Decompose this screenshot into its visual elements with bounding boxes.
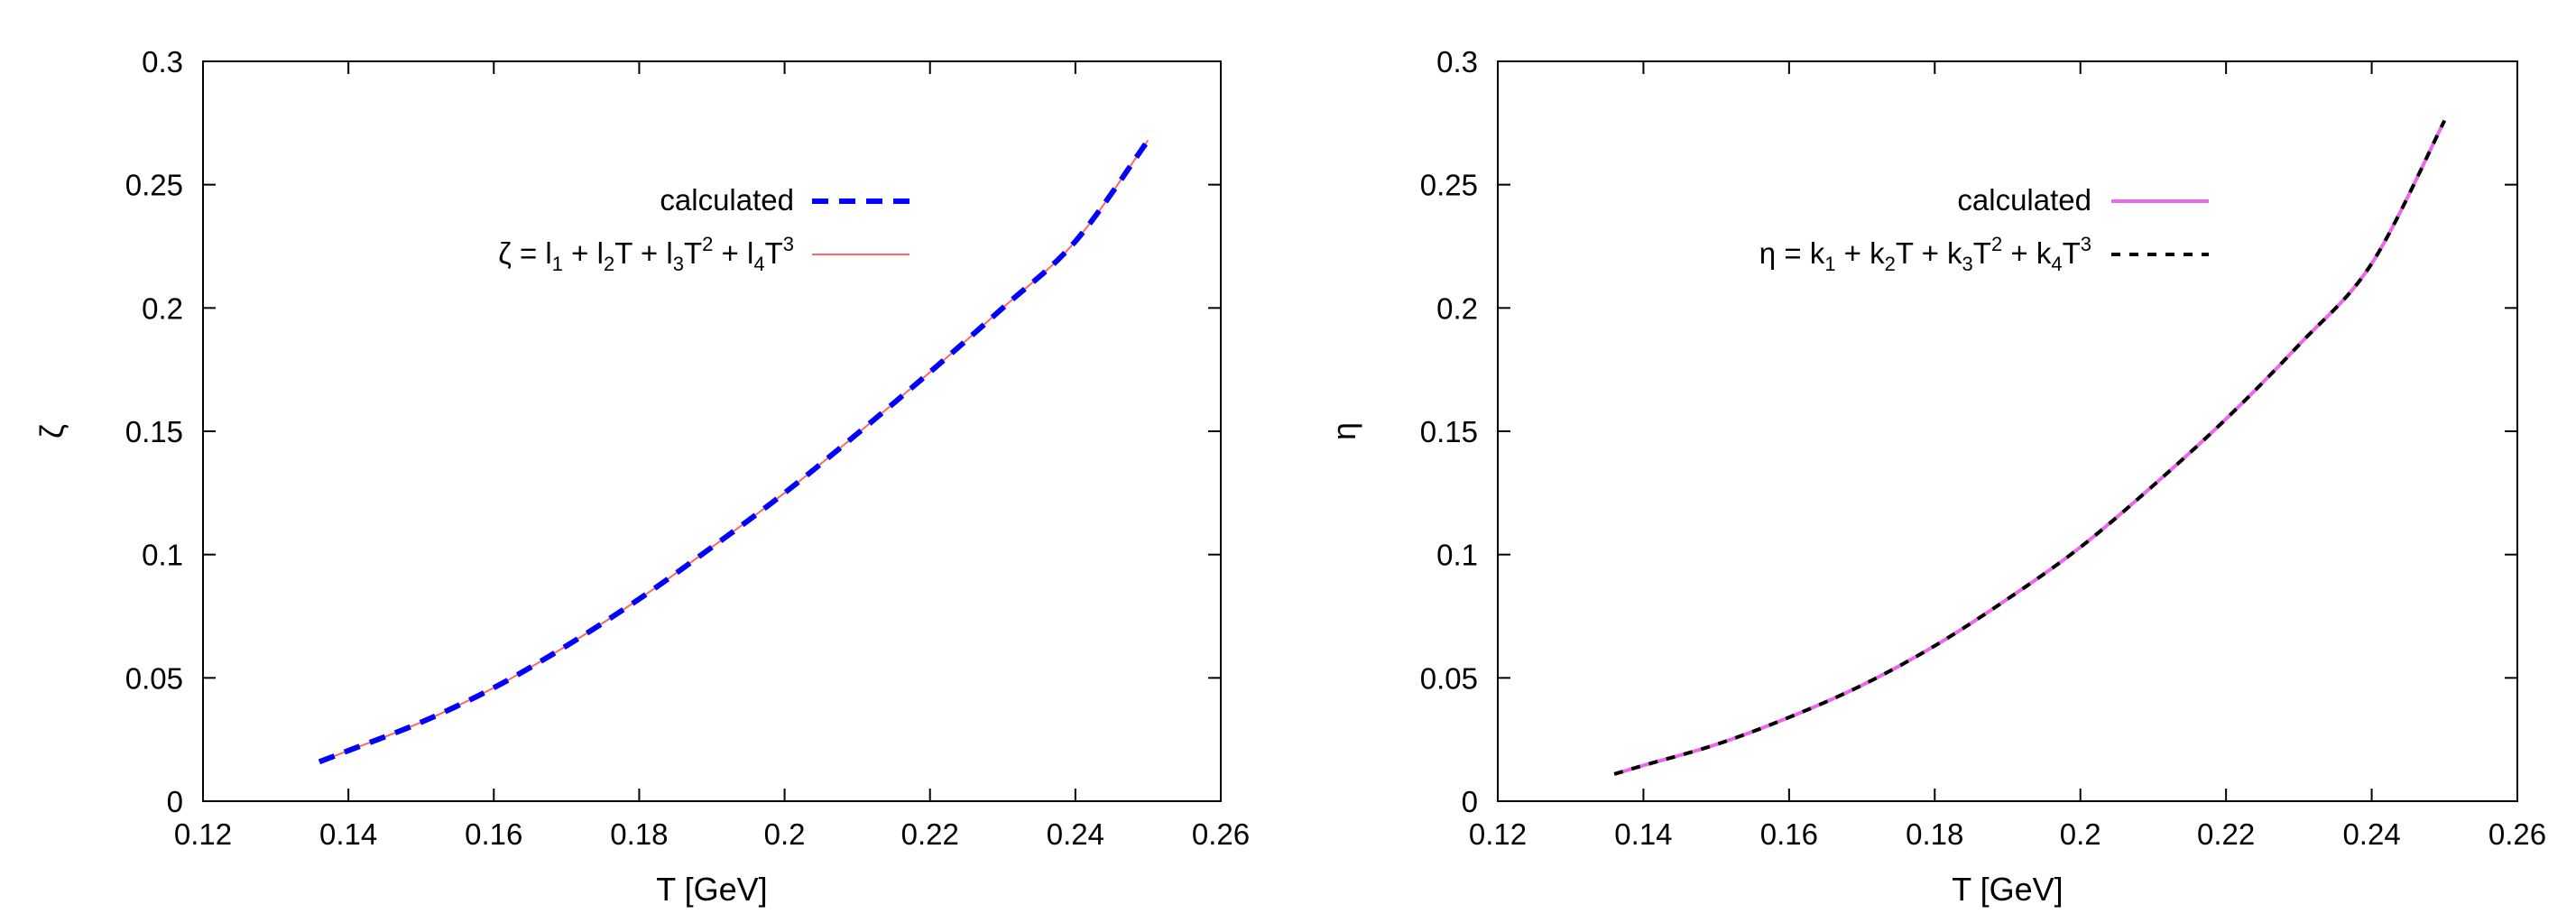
x-tick-label: 0.16: [465, 817, 522, 851]
legend-label-2: η = k1 + k2T + k3T2 + k4T3: [1759, 233, 2091, 275]
legend-label-part: 4: [2051, 253, 2062, 275]
x-tick-label: 0.12: [1469, 817, 1527, 851]
legend-label-part: 2: [1885, 253, 1896, 275]
y-tick-label: 0: [167, 785, 183, 818]
legend-label-1: calculated: [1957, 183, 2091, 217]
x-tick-label: 0.12: [174, 817, 232, 851]
x-axis-label: T [GeV]: [656, 871, 767, 908]
legend-label-part: + k: [2002, 236, 2052, 270]
y-tick-label: 0.2: [142, 291, 183, 325]
legend-label-part: T: [684, 236, 702, 270]
y-tick-label: 0.05: [1420, 661, 1478, 695]
x-tick-label: 0.14: [1614, 817, 1672, 851]
series-line-1: [318, 138, 1150, 765]
legend-label-part: 4: [753, 253, 764, 275]
x-tick-label: 0.2: [764, 817, 806, 851]
x-tick-label: 0.24: [1047, 817, 1104, 851]
x-tick-label: 0.26: [2488, 817, 2546, 851]
legend-label-1: calculated: [660, 183, 794, 217]
series-line-2: [319, 139, 1150, 763]
legend-label-part: ζ = l: [498, 236, 552, 270]
chart-panel-2: 0.12 0.14 0.16 0.18 0.2 0.22 0.24 0.2600.050.10…: [1325, 45, 2546, 908]
legend-label-part: 1: [1824, 253, 1835, 275]
x-tick-label: 0.16: [1760, 817, 1818, 851]
legend-label-part: 3: [2081, 233, 2091, 255]
series-line-2: [1613, 119, 2447, 776]
legend-label-part: 3: [1962, 253, 1973, 275]
legend-label-part: 2: [702, 233, 713, 255]
x-tick-label: 0.22: [2197, 817, 2255, 851]
legend-label-part: η = k: [1759, 236, 1825, 270]
y-axis-label: η: [1325, 422, 1362, 440]
legend-label-part: T: [2063, 236, 2081, 270]
legend-label-part: T: [765, 236, 783, 270]
y-axis-label: ζ: [33, 424, 70, 438]
y-tick-label: 0: [1462, 785, 1478, 818]
legend-label-part: 3: [783, 233, 794, 255]
chart-panel-1: 0.12 0.14 0.16 0.18 0.2 0.22 0.24 0.2600.050.10…: [33, 45, 1250, 908]
y-tick-label: 0.15: [1420, 415, 1478, 448]
y-tick-label: 0.3: [142, 45, 183, 78]
legend-label-part: T + l: [614, 236, 673, 270]
plot-frame: [1497, 60, 2518, 802]
legend-label-part: 2: [604, 253, 614, 275]
x-tick-label: 0.22: [901, 817, 959, 851]
y-tick-label: 0.25: [1420, 169, 1478, 202]
x-tick-label: 0.2: [2060, 817, 2101, 851]
x-tick-label: 0.14: [319, 817, 377, 851]
x-tick-label: 0.26: [1192, 817, 1250, 851]
series-line-1: [1613, 119, 2447, 776]
legend-label-part: 2: [1991, 233, 2002, 255]
legend-label-part: 3: [673, 253, 684, 275]
legend-label-part: + l: [563, 236, 604, 270]
legend-label-part: T + k: [1896, 236, 1962, 270]
x-tick-label: 0.24: [2342, 817, 2400, 851]
x-tick-label: 0.18: [610, 817, 668, 851]
x-tick-label: 0.18: [1906, 817, 1963, 851]
legend-label-2: ζ = l1 + l2T + l3T2 + l4T3: [498, 233, 794, 275]
legend-label-part: T: [1973, 236, 1991, 270]
y-tick-label: 0.3: [1436, 45, 1478, 78]
legend-label-part: 1: [552, 253, 563, 275]
y-tick-label: 0.1: [1436, 539, 1478, 572]
y-tick-label: 0.1: [142, 539, 183, 572]
y-tick-label: 0.15: [125, 415, 183, 448]
legend-label-part: + k: [1836, 236, 1886, 270]
y-tick-label: 0.2: [1436, 291, 1478, 325]
plot-frame: [202, 60, 1222, 802]
y-tick-label: 0.25: [125, 169, 183, 202]
y-tick-label: 0.05: [125, 661, 183, 695]
legend-label-part: + l: [713, 236, 753, 270]
x-axis-label: T [GeV]: [1952, 871, 2063, 908]
